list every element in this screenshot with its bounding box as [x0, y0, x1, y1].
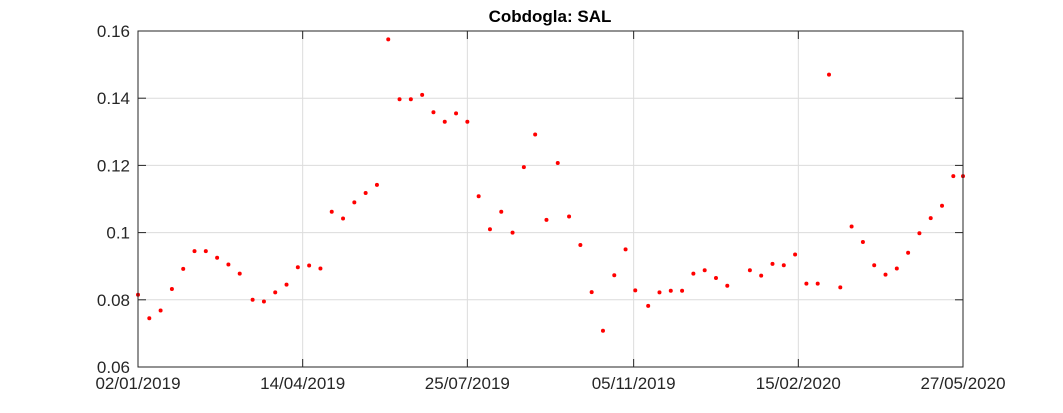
data-point [476, 194, 481, 199]
x-tick-labels: 02/01/2019 14/04/2019 25/07/2019 05/11/2019… [95, 374, 1005, 393]
data-point [431, 110, 436, 115]
data-point [408, 97, 413, 102]
x-tick-label: 05/11/2019 [592, 374, 676, 393]
data-point [713, 275, 718, 280]
data-point [849, 224, 854, 229]
data-point [951, 174, 956, 179]
data-point [793, 252, 798, 257]
data-point [906, 250, 911, 255]
data-point [691, 271, 696, 276]
data-point [600, 328, 605, 333]
data-point [454, 111, 459, 116]
data-point [273, 290, 278, 295]
data-point [826, 72, 831, 77]
data-point [567, 214, 572, 219]
data-point [237, 271, 242, 276]
x-tick-label: 25/07/2019 [425, 374, 510, 393]
data-point [633, 288, 638, 293]
data-point [544, 217, 549, 222]
data-point [815, 281, 820, 286]
data-point [226, 262, 231, 267]
data-point [363, 190, 368, 195]
data-point [646, 303, 651, 308]
data-point [612, 273, 617, 278]
data-point [284, 282, 289, 287]
data-point [203, 249, 208, 254]
y-tick-labels: 0.06 0.08 0.1 0.12 0.14 0.16 [97, 22, 130, 377]
data-point [770, 261, 775, 266]
data-point [555, 161, 560, 166]
y-tick-label: 0.06 [97, 358, 130, 377]
x-tick-label: 27/05/2020 [920, 374, 1005, 393]
data-point [883, 272, 888, 277]
plot-area [137, 30, 964, 368]
data-point [838, 285, 843, 290]
x-tick-label: 02/01/2019 [95, 374, 180, 393]
x-tick-label: 14/04/2019 [260, 374, 345, 393]
data-point [860, 240, 865, 245]
data-point [623, 247, 628, 252]
data-point [702, 268, 707, 273]
data-point [781, 263, 786, 268]
chart-title: Cobdogla: SAL [489, 7, 612, 26]
data-point [307, 263, 312, 268]
data-point [894, 266, 899, 271]
data-point [668, 288, 673, 293]
y-tick-label: 0.16 [97, 22, 130, 41]
data-points [136, 37, 965, 333]
data-point [420, 92, 425, 97]
data-point [192, 249, 197, 254]
data-point [499, 209, 504, 214]
data-point [747, 268, 752, 273]
data-point [295, 265, 300, 270]
data-point [329, 209, 334, 214]
data-point [680, 288, 685, 293]
y-tick-label: 0.08 [97, 291, 130, 310]
data-point [759, 273, 764, 278]
data-point [465, 119, 470, 124]
data-point [533, 132, 538, 137]
data-point [872, 263, 877, 268]
data-point [318, 266, 323, 271]
data-point [725, 283, 730, 288]
grid [138, 31, 963, 367]
data-point [374, 182, 379, 187]
data-point [917, 231, 922, 236]
data-point [804, 281, 809, 286]
x-tick-label: 15/02/2020 [756, 374, 841, 393]
data-point [657, 290, 662, 295]
data-point [147, 316, 152, 321]
data-point [181, 266, 186, 271]
data-point [397, 97, 402, 102]
data-point [487, 227, 492, 232]
data-point [169, 287, 174, 292]
data-point [352, 200, 357, 205]
data-point [386, 37, 391, 42]
data-point [215, 255, 220, 260]
y-tick-label: 0.1 [106, 224, 130, 243]
y-tick-label: 0.14 [97, 89, 130, 108]
data-point [158, 308, 163, 313]
data-point [341, 216, 346, 221]
data-point [928, 216, 933, 221]
data-point [521, 165, 526, 170]
data-point [510, 230, 515, 235]
axes-frame [137, 30, 964, 368]
y-tick-label: 0.12 [97, 156, 130, 175]
data-point [261, 299, 266, 304]
data-point [250, 297, 255, 302]
data-point [589, 290, 594, 295]
data-point [578, 243, 583, 248]
data-point [940, 203, 945, 208]
data-point [442, 119, 447, 124]
